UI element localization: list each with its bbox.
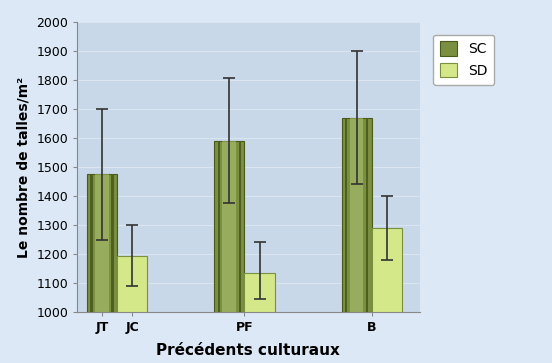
Bar	[222, 141, 236, 312]
Bar	[238, 141, 241, 312]
Bar	[366, 118, 368, 312]
Bar	[117, 256, 147, 312]
Bar	[112, 174, 114, 312]
Bar	[350, 118, 363, 312]
Bar	[214, 141, 245, 312]
Bar	[345, 118, 347, 312]
Bar	[90, 174, 93, 312]
Bar	[217, 141, 220, 312]
Bar	[95, 174, 109, 312]
Bar	[371, 228, 402, 312]
Bar	[245, 273, 275, 312]
Bar	[342, 118, 371, 312]
Bar	[87, 174, 117, 312]
Legend: SC, SD: SC, SD	[433, 34, 495, 85]
Y-axis label: Le nombre de talles/m²: Le nombre de talles/m²	[17, 77, 31, 257]
X-axis label: Précédents culturaux: Précédents culturaux	[156, 343, 341, 358]
